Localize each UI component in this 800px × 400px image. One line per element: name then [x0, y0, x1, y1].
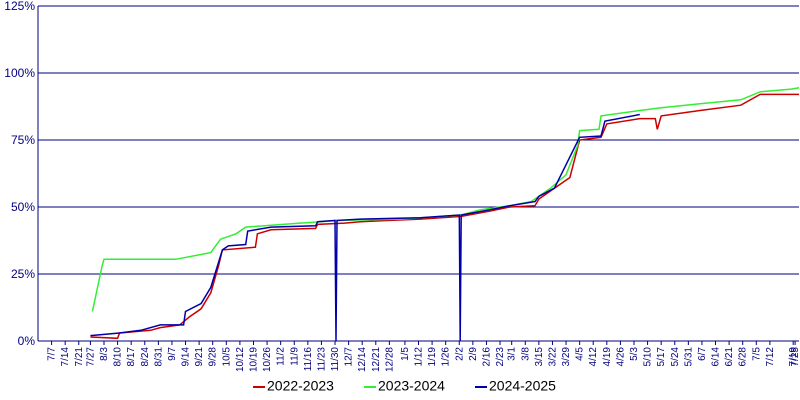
x-tick-label: 11/23: [316, 347, 327, 372]
x-tick-label: 9/7: [167, 347, 178, 361]
x-tick-label: 8/24: [140, 347, 151, 367]
y-tick-label: 0%: [18, 334, 36, 348]
x-tick-label: 1/5: [400, 347, 411, 361]
x-tick-label: 6/14: [711, 347, 722, 367]
x-tick-label: 7/14: [60, 347, 71, 367]
x-tick-label: 3/1: [507, 347, 518, 361]
series-line: [90, 113, 640, 342]
x-tick-label: 3/15: [534, 347, 545, 367]
y-tick-label: 25%: [11, 267, 35, 281]
x-tick-label: 4/12: [588, 347, 599, 367]
x-tick-label: 10/5: [221, 347, 232, 367]
x-tick-label: 4/19: [602, 347, 613, 367]
y-tick-label: 125%: [4, 0, 35, 13]
x-tick-label: 6/21: [724, 347, 735, 367]
x-tick-label: 1/12: [414, 347, 425, 367]
y-tick-label: 75%: [11, 133, 35, 147]
x-tick-label: 7/19: [788, 347, 799, 367]
x-tick-label: 4/5: [575, 347, 586, 361]
x-tick-label: 2/16: [481, 347, 492, 367]
x-tick-label: 12/7: [344, 347, 355, 367]
x-tick-label: 11/9: [289, 347, 300, 366]
x-tick-label: 7/25: [790, 347, 800, 367]
x-tick-label: 5/31: [683, 347, 694, 367]
x-tick-label: 1/26: [441, 347, 452, 367]
x-tick-label: 12/28: [384, 347, 395, 372]
legend-label: 2024-2025: [489, 378, 556, 394]
x-tick-label: 9/28: [208, 347, 219, 367]
x-tick-label: 6/28: [738, 347, 749, 367]
x-tick-label: 8/10: [113, 347, 124, 367]
x-tick-label: 3/22: [547, 347, 558, 367]
x-tick-label: 5/17: [656, 347, 667, 367]
x-tick-label: 10/26: [262, 347, 273, 372]
y-tick-label: 50%: [11, 200, 35, 214]
x-tick-label: 1/19: [427, 347, 438, 367]
legend-label: 2023-2024: [378, 378, 445, 394]
x-tick-label: 4/26: [615, 347, 626, 367]
x-tick-label: 3/29: [561, 347, 572, 367]
x-tick-label: 8/17: [126, 347, 137, 367]
series-line: [90, 93, 799, 340]
x-tick-label: 9/14: [181, 347, 192, 367]
series-line: [91, 86, 800, 312]
x-tick-label: 3/8: [520, 347, 531, 361]
x-tick-label: 11/16: [303, 347, 314, 372]
x-tick-label: 11/2: [276, 347, 287, 366]
x-tick-label: 2/9: [468, 347, 479, 361]
x-tick-label: 12/21: [371, 347, 382, 372]
x-tick-label: 8/3: [99, 347, 110, 361]
x-tick-label: 8/31: [153, 347, 164, 367]
x-tick-label: 9/21: [194, 347, 205, 367]
x-tick-label: 11/30: [330, 347, 341, 372]
x-tick-label: 5/24: [670, 347, 681, 367]
x-tick-label: 12/14: [357, 347, 368, 372]
x-tick-label: 7/21: [74, 347, 85, 367]
x-tick-label: 7/7: [47, 347, 58, 361]
x-tick-label: 10/12: [235, 347, 246, 372]
legend-label: 2022-2023: [267, 378, 334, 394]
x-tick-label: 2/2: [454, 347, 465, 361]
x-tick-label: 5/10: [643, 347, 654, 367]
x-tick-label: 5/3: [629, 347, 640, 361]
x-tick-label: 2/23: [495, 347, 506, 367]
x-tick-label: 10/19: [248, 347, 259, 372]
y-tick-label: 100%: [4, 66, 35, 80]
x-tick-label: 7/27: [85, 347, 96, 367]
x-tick-label: 7/12: [765, 347, 776, 367]
x-tick-label: 7/5: [751, 347, 762, 361]
x-tick-label: 6/7: [697, 347, 708, 361]
